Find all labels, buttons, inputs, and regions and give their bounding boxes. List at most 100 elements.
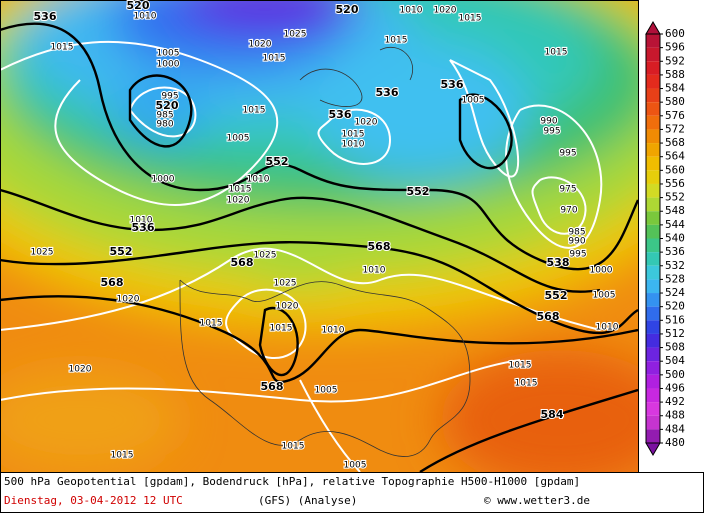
colorbar-tick-label: 484: [665, 422, 685, 435]
colorbar-tick-label: 536: [665, 245, 685, 258]
colorbar-segment: [646, 197, 660, 212]
pressure-label: 1010: [247, 175, 270, 185]
colorbar-segment: [646, 129, 660, 144]
pressure-label: 1015: [385, 36, 408, 46]
geopotential-label: 568: [261, 380, 284, 393]
pressure-label: 990: [540, 117, 557, 127]
pressure-label: 1020: [117, 295, 140, 305]
pressure-label: 1005: [157, 49, 180, 59]
geopotential-label: 536: [329, 108, 352, 121]
colorbar-segment: [646, 429, 660, 443]
colorbar-tick-label: 500: [665, 368, 685, 381]
caption-source: © www.wetter3.de: [484, 494, 590, 507]
colorbar-tick-label: 564: [665, 150, 685, 163]
colorbar-tick-label: 596: [665, 41, 685, 54]
colorbar-arrow-top: [645, 21, 661, 35]
colorbar-tick-label: 572: [665, 122, 685, 135]
colorbar-segment: [646, 388, 660, 403]
geopotential-label: 568: [231, 256, 254, 269]
colorbar-tick-label: 508: [665, 341, 685, 354]
colorbar-tick-label: 552: [665, 191, 685, 204]
colorbar-segment: [646, 293, 660, 307]
colorbar-segment: [646, 183, 660, 198]
colorbar-segment: [646, 361, 660, 375]
pressure-label: 995: [569, 250, 586, 260]
colorbar-tick-label: 528: [665, 272, 685, 285]
pressure-label: 995: [543, 127, 560, 137]
colorbar-tick-label: 576: [665, 109, 685, 122]
pressure-label: 1025: [284, 30, 307, 40]
colorbar-segment: [646, 265, 660, 280]
pressure-label: 995: [559, 149, 576, 159]
colorbar-tick-label: 600: [665, 27, 685, 40]
pressure-label: 970: [560, 206, 577, 216]
colorbar-segment: [646, 402, 660, 416]
colorbar-tick-label: 560: [665, 163, 685, 176]
caption-model: (GFS) (Analyse): [258, 494, 357, 507]
colorbar-tick-label: 568: [665, 136, 685, 149]
pressure-label: 1015: [509, 361, 532, 371]
pressure-label: 995: [161, 92, 178, 102]
colorbar-segment: [646, 333, 660, 348]
pressure-label: 1020: [434, 6, 457, 16]
isobars: [1, 40, 603, 472]
colorbar-segment: [646, 115, 660, 130]
pressure-label: 1010: [596, 323, 619, 333]
geopotential-label: 552: [545, 289, 568, 302]
pressure-label: 1020: [276, 302, 299, 312]
geopotential-label: 520: [156, 99, 179, 112]
pressure-label: 1005: [462, 96, 485, 106]
pressure-label: 985: [568, 228, 585, 238]
colorbar-tick-label: 524: [665, 286, 685, 299]
pressure-label: 1000: [157, 60, 180, 70]
geopotential-label: 536: [441, 78, 464, 91]
pressure-label: 1020: [69, 365, 92, 375]
pressure-label: 1020: [249, 40, 272, 50]
colorbar-tick-label: 488: [665, 409, 685, 422]
colorbar-segment: [646, 306, 660, 321]
caption-title: 500 hPa Geopotential [gpdam], Bodendruck…: [4, 475, 580, 488]
pressure-label: 1015: [545, 48, 568, 58]
colorbar-tick-label: 504: [665, 354, 685, 367]
pressure-label: 1010: [363, 266, 386, 276]
colorbar-segment: [646, 374, 660, 389]
pressure-label: 1015: [282, 442, 305, 452]
coastlines: [179, 47, 471, 457]
colorbar-tick-label: 516: [665, 313, 685, 326]
pressure-label: 1025: [254, 251, 277, 261]
pressure-label: 1015: [111, 451, 134, 461]
pressure-label: 1015: [51, 43, 74, 53]
colorbar-tick-label: 496: [665, 381, 685, 394]
pressure-label: 1015: [459, 14, 482, 24]
pressure-label: 1025: [31, 248, 54, 258]
pressure-label: 1010: [134, 12, 157, 22]
colorbar-tick-label: 520: [665, 300, 685, 313]
pressure-label: 1005: [344, 461, 367, 471]
colorbar-segment: [646, 156, 660, 171]
geopotential-label: 536: [34, 10, 57, 23]
colorbar-tick-label: 592: [665, 54, 685, 67]
geopotential-label: 538: [547, 256, 570, 269]
pressure-label: 1015: [200, 319, 223, 329]
colorbar-segment: [646, 102, 660, 116]
colorbar-segment: [646, 143, 660, 157]
pressure-label: 1010: [130, 216, 153, 226]
map-area: [1, 1, 638, 472]
geopotential-label: 568: [537, 310, 560, 323]
colorbar-tick-label: 588: [665, 68, 685, 81]
colorbar-tick-label: 556: [665, 177, 685, 190]
colorbar-segment: [646, 415, 660, 430]
pressure-label: 1015: [342, 130, 365, 140]
pressure-label: 1010: [400, 6, 423, 16]
geopotential-label: 520: [127, 0, 150, 12]
colorbar-segment: [646, 320, 660, 334]
colorbar-segment: [646, 74, 660, 89]
colorbar-tick-label: 580: [665, 95, 685, 108]
geopotential-label: 552: [407, 185, 430, 198]
colorbar-tick-label: 544: [665, 218, 685, 231]
colorbar-tick-label: 540: [665, 232, 685, 245]
colorbar-segment: [646, 224, 660, 239]
colorbar-tick-label: 480: [665, 436, 685, 449]
colorbar-segment: [646, 347, 660, 362]
